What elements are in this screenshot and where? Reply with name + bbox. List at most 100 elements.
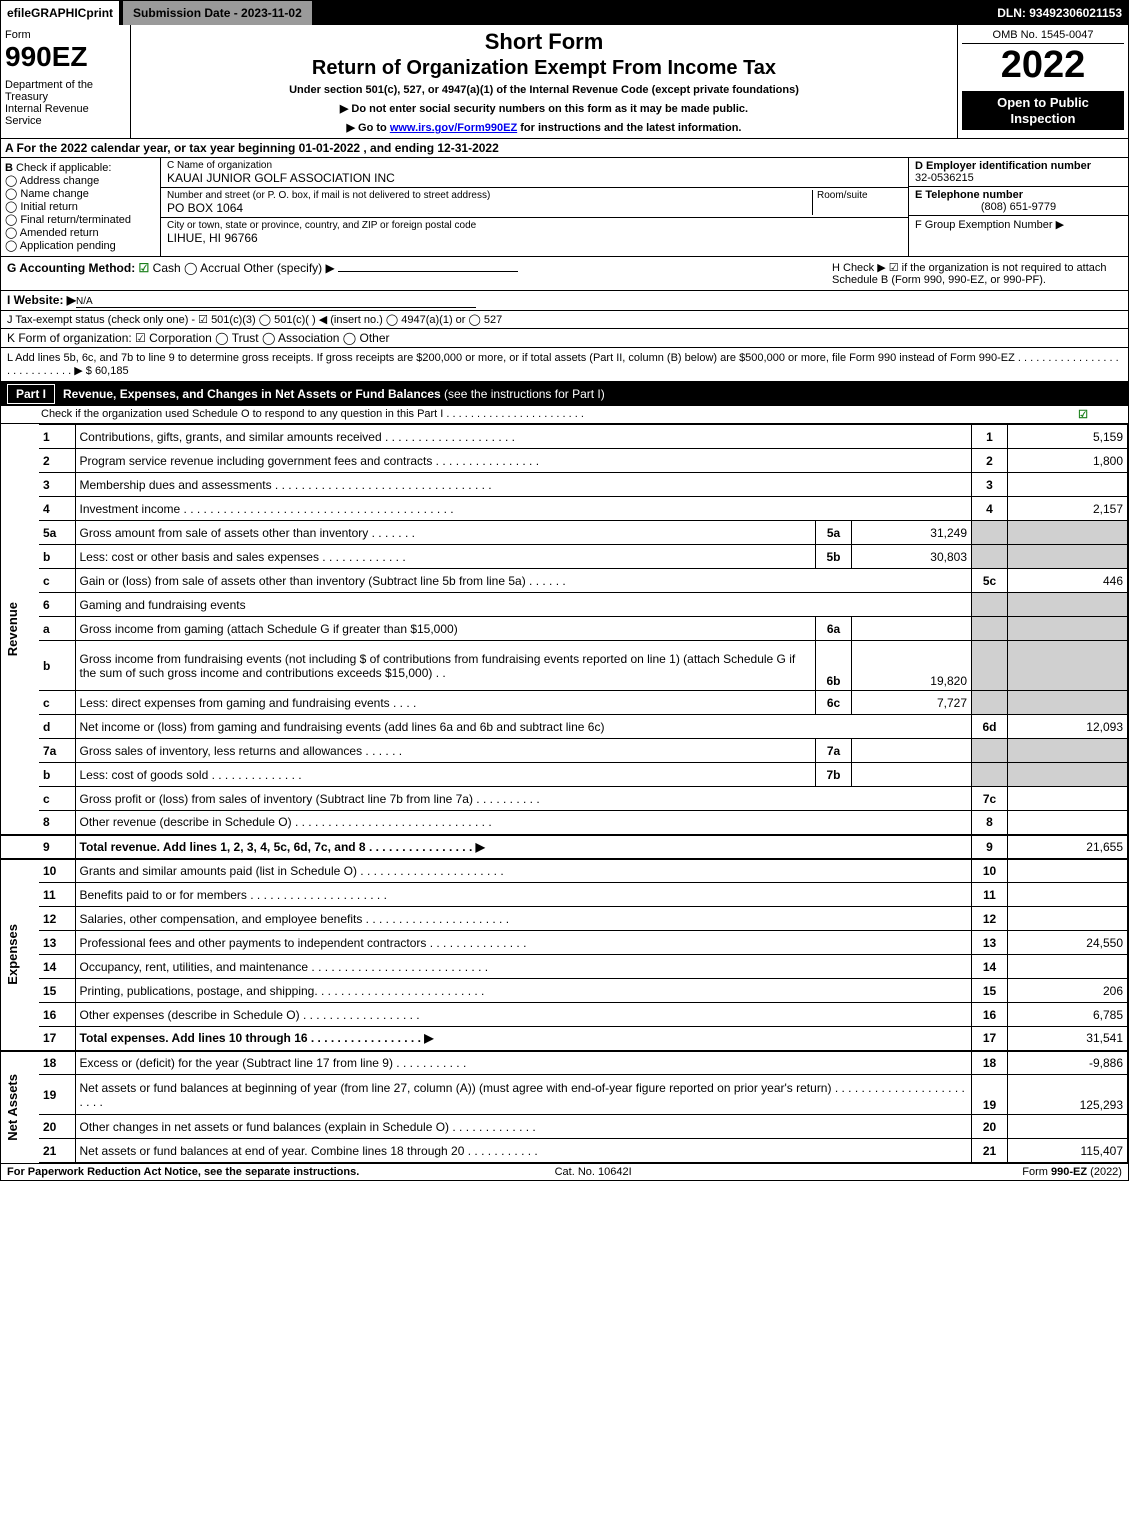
- label-addr: Number and street (or P. O. box, if mail…: [167, 190, 812, 201]
- phone-cell: E Telephone number (808) 651-9779: [909, 187, 1128, 216]
- line-a: A For the 2022 calendar year, or tax yea…: [1, 139, 1128, 158]
- org-name-cell: C Name of organization KAUAI JUNIOR GOLF…: [161, 158, 908, 188]
- gray-cell: [972, 739, 1008, 763]
- org-city: LIHUE, HI 96766: [167, 231, 902, 245]
- l9-ln: 9: [972, 835, 1008, 859]
- l6c-sv: 7,727: [852, 691, 972, 715]
- l7a-d: Gross sales of inventory, less returns a…: [75, 739, 816, 763]
- l13-n: 13: [39, 931, 75, 955]
- i-label: I Website: ▶: [7, 293, 76, 307]
- instruction-1: ▶ Do not enter social security numbers o…: [135, 102, 953, 115]
- side-revenue-label: Revenue: [5, 602, 20, 656]
- omb-number: OMB No. 1545-0047: [962, 29, 1124, 44]
- l3-d: Membership dues and assessments . . . . …: [75, 473, 972, 497]
- side-netassets-label: Net Assets: [5, 1074, 20, 1141]
- l1-d: Contributions, gifts, grants, and simila…: [75, 425, 972, 449]
- l1-ln: 1: [972, 425, 1008, 449]
- box-c: C Name of organization KAUAI JUNIOR GOLF…: [161, 158, 908, 256]
- l4-ln: 4: [972, 497, 1008, 521]
- side-netassets: Net Assets: [1, 1051, 39, 1163]
- l2-n: 2: [39, 449, 75, 473]
- l14-n: 14: [39, 955, 75, 979]
- footer: For Paperwork Reduction Act Notice, see …: [1, 1163, 1128, 1180]
- footer-right: Form 990-EZ (2022): [1022, 1166, 1122, 1178]
- chk-final-return[interactable]: ◯ Final return/terminated: [5, 213, 156, 226]
- l6-n: 6: [39, 593, 75, 617]
- line-k: K Form of organization: ☑ Corporation ◯ …: [1, 329, 1128, 348]
- chk-application-pending-label: Application pending: [20, 240, 116, 252]
- l-amount: $ 60,185: [86, 365, 129, 377]
- label-f: F Group Exemption Number ▶: [915, 218, 1122, 231]
- l19-ln: 19: [972, 1075, 1008, 1115]
- gray-cell: [1008, 593, 1128, 617]
- city-cell: City or town, state or province, country…: [161, 218, 908, 247]
- l6a-sv: [852, 617, 972, 641]
- l14-d: Occupancy, rent, utilities, and maintena…: [75, 955, 972, 979]
- l6c-sn: 6c: [816, 691, 852, 715]
- l16-d: Other expenses (describe in Schedule O) …: [75, 1003, 972, 1027]
- l18-v: -9,886: [1008, 1051, 1128, 1075]
- l9-d: Total revenue. Add lines 1, 2, 3, 4, 5c,…: [75, 835, 972, 859]
- form-number: 990EZ: [5, 41, 126, 73]
- l7a-n: 7a: [39, 739, 75, 763]
- l7c-n: c: [39, 787, 75, 811]
- l7c-ln: 7c: [972, 787, 1008, 811]
- label-d: D Employer identification number: [915, 160, 1091, 172]
- g-accrual: Accrual: [200, 261, 240, 275]
- gray-cell: [972, 545, 1008, 569]
- l11-v: [1008, 883, 1128, 907]
- l7b-sn: 7b: [816, 763, 852, 787]
- part1-check-row: Check if the organization used Schedule …: [1, 406, 1128, 424]
- chk-name-change-label: Name change: [20, 188, 89, 200]
- l5a-n: 5a: [39, 521, 75, 545]
- inspection-badge: Open to Public Inspection: [962, 91, 1124, 130]
- l8-ln: 8: [972, 811, 1008, 835]
- l15-d: Printing, publications, postage, and shi…: [75, 979, 972, 1003]
- org-addr: PO BOX 1064: [167, 201, 812, 215]
- l6d-n: d: [39, 715, 75, 739]
- part1-label: Part I: [7, 384, 55, 404]
- l-text: L Add lines 5b, 6c, and 7b to line 9 to …: [7, 352, 1119, 377]
- chk-initial-return[interactable]: ◯ Initial return: [5, 200, 156, 213]
- l4-n: 4: [39, 497, 75, 521]
- chk-final-return-label: Final return/terminated: [20, 214, 131, 226]
- gray-cell: [972, 691, 1008, 715]
- side-expenses-label: Expenses: [5, 924, 20, 985]
- part1-hint: (see the instructions for Part I): [444, 387, 605, 401]
- g-cash: Cash: [153, 261, 181, 275]
- l6a-d: Gross income from gaming (attach Schedul…: [75, 617, 816, 641]
- chk-address-change[interactable]: ◯ Address change: [5, 174, 156, 187]
- l5b-d: Less: cost or other basis and sales expe…: [75, 545, 816, 569]
- chk-application-pending[interactable]: ◯ Application pending: [5, 239, 156, 252]
- l5c-n: c: [39, 569, 75, 593]
- gray-cell: [1008, 763, 1128, 787]
- line-i: I Website: ▶N/A: [1, 291, 1128, 311]
- chk-name-change[interactable]: ◯ Name change: [5, 187, 156, 200]
- l16-v: 6,785: [1008, 1003, 1128, 1027]
- irs-link[interactable]: www.irs.gov/Form990EZ: [390, 122, 517, 134]
- efile-print: print: [86, 6, 113, 20]
- l17-n: 17: [39, 1027, 75, 1051]
- chk-amended-return[interactable]: ◯ Amended return: [5, 226, 156, 239]
- website-value: N/A: [76, 296, 476, 308]
- l12-ln: 12: [972, 907, 1008, 931]
- l12-v: [1008, 907, 1128, 931]
- instruction-2-post: for instructions and the latest informat…: [517, 122, 741, 134]
- l13-ln: 13: [972, 931, 1008, 955]
- l16-ln: 16: [972, 1003, 1008, 1027]
- l10-d: Grants and similar amounts paid (list in…: [75, 859, 972, 883]
- l2-d: Program service revenue including govern…: [75, 449, 972, 473]
- l11-d: Benefits paid to or for members . . . . …: [75, 883, 972, 907]
- l5c-ln: 5c: [972, 569, 1008, 593]
- l10-v: [1008, 859, 1128, 883]
- l8-v: [1008, 811, 1128, 835]
- footer-left: For Paperwork Reduction Act Notice, see …: [7, 1166, 359, 1178]
- l16-n: 16: [39, 1003, 75, 1027]
- l6c-d: Less: direct expenses from gaming and fu…: [75, 691, 816, 715]
- l6a-n: a: [39, 617, 75, 641]
- g-other-input[interactable]: [338, 271, 518, 272]
- gray-cell: [1008, 545, 1128, 569]
- chk-address-change-label: Address change: [20, 175, 100, 187]
- l17-d: Total expenses. Add lines 10 through 16 …: [75, 1027, 972, 1051]
- row-g-h: G Accounting Method: ☑ Cash ◯ Accrual Ot…: [1, 257, 1128, 291]
